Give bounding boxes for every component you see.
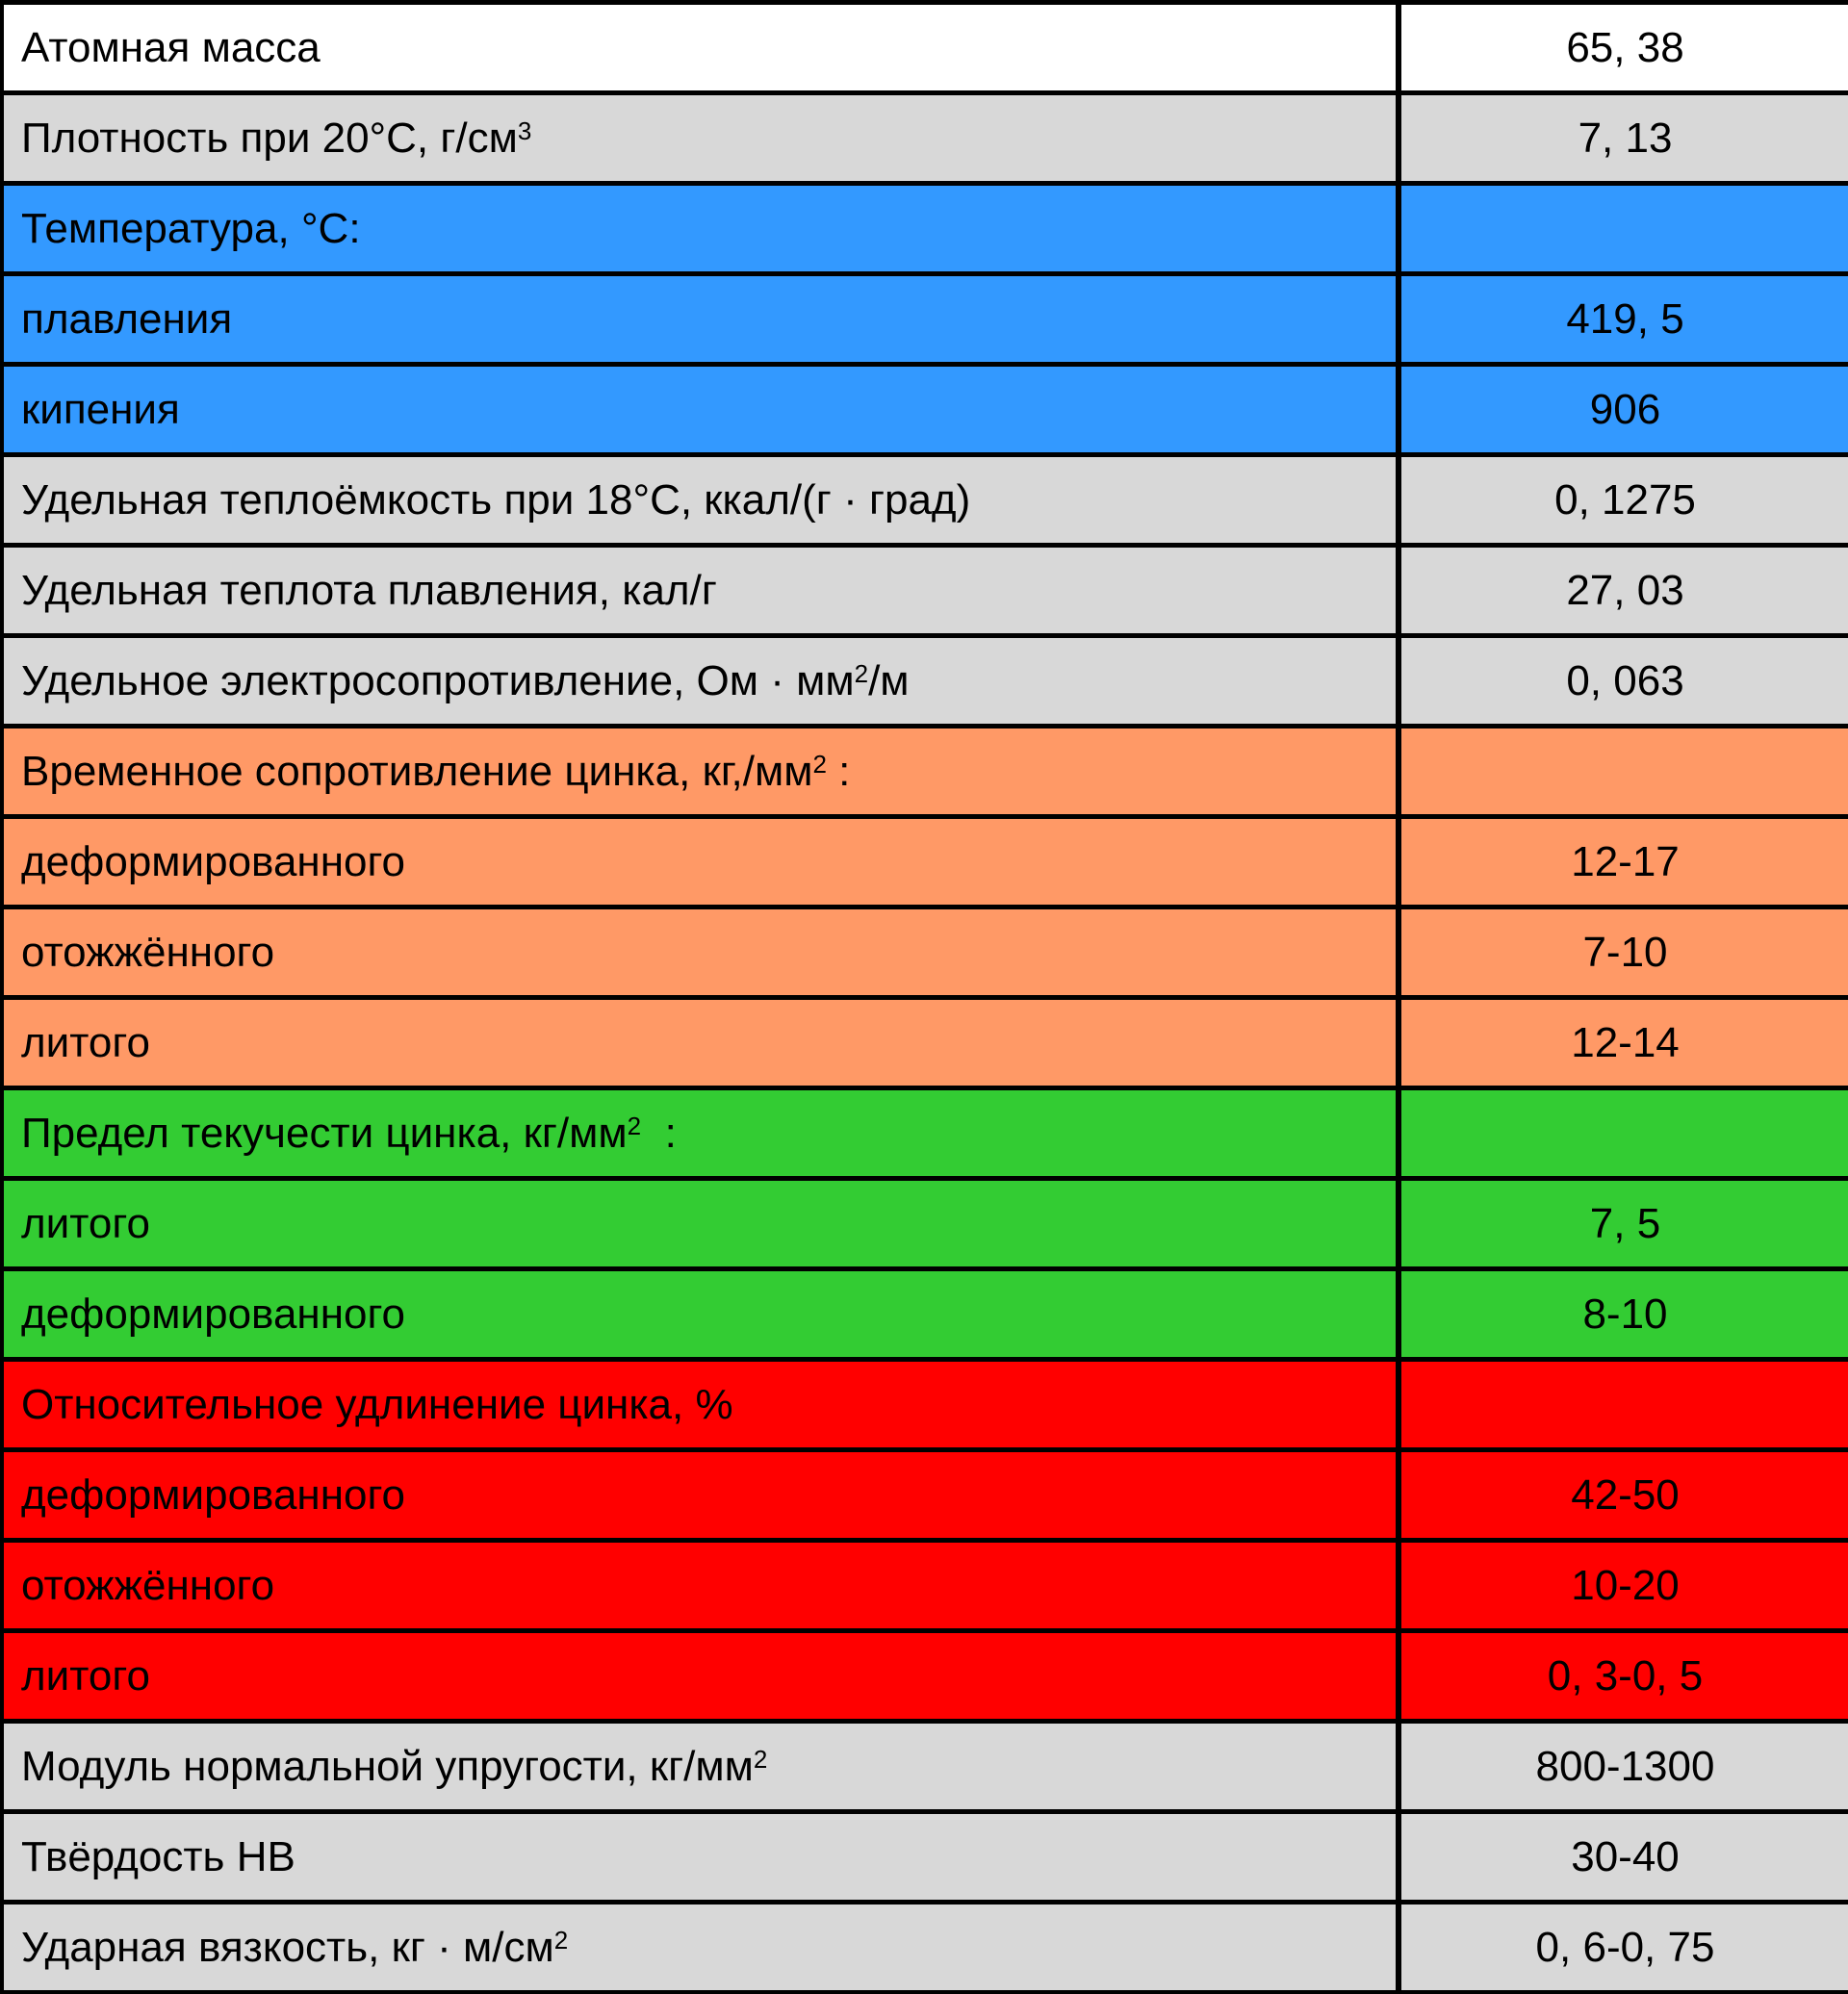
row-label-atomic-mass: Атомная масса [4, 5, 1396, 90]
row-label-elongation-cast: литого [4, 1633, 1396, 1719]
row-label-specific-heat: Удельная теплоёмкость при 18°С, ккал/(г … [4, 457, 1396, 543]
row-label-temperature-header: Температура, °С: [4, 186, 1396, 271]
row-value-yield-deformed: 8-10 [1401, 1271, 1848, 1357]
row-label-tensile-annealed: отожжённого [4, 909, 1396, 995]
row-label-resistivity: Удельное электросопротивление, Ом · мм 2/… [4, 638, 1396, 724]
row-value-impact-toughness: 0, 6-0, 75 [1401, 1905, 1848, 1990]
row-label-tensile-deformed: деформированного [4, 819, 1396, 905]
row-label-tensile-header: Временное сопротивление цинка, кг,/мм 2 : [4, 729, 1396, 814]
row-label-yield-cast: литого [4, 1181, 1396, 1266]
row-value-elongation-deformed: 42-50 [1401, 1452, 1848, 1538]
row-value-resistivity: 0, 063 [1401, 638, 1848, 724]
row-value-tensile-header [1401, 729, 1848, 814]
row-value-elongation-header [1401, 1362, 1848, 1447]
row-value-density: 7, 13 [1401, 95, 1848, 181]
row-label-density: Плотность при 20°С, г/см 3 [4, 95, 1396, 181]
row-label-elastic-modulus: Модуль нормальной упругости, кг/мм 2 [4, 1724, 1396, 1809]
row-label-impact-toughness: Ударная вязкость, кг · м/см 2 [4, 1905, 1396, 1990]
row-value-tensile-cast: 12-14 [1401, 1000, 1848, 1086]
row-value-tensile-deformed: 12-17 [1401, 819, 1848, 905]
row-value-temperature-header [1401, 186, 1848, 271]
row-label-yield-header: Предел текучести цинка, кг/мм 2 : [4, 1090, 1396, 1176]
row-value-atomic-mass: 65, 38 [1401, 5, 1848, 90]
row-label-hardness: Твёрдость НВ [4, 1814, 1396, 1900]
row-value-heat-of-fusion: 27, 03 [1401, 548, 1848, 633]
row-value-specific-heat: 0, 1275 [1401, 457, 1848, 543]
row-value-melting: 419, 5 [1401, 276, 1848, 362]
row-label-heat-of-fusion: Удельная теплота плавления, кал/г [4, 548, 1396, 633]
row-value-yield-header [1401, 1090, 1848, 1176]
row-value-yield-cast: 7, 5 [1401, 1181, 1848, 1266]
row-label-yield-deformed: деформированного [4, 1271, 1396, 1357]
row-value-elongation-annealed: 10-20 [1401, 1543, 1848, 1628]
row-label-elongation-header: Относительное удлинение цинка, % [4, 1362, 1396, 1447]
row-value-hardness: 30-40 [1401, 1814, 1848, 1900]
row-value-tensile-annealed: 7-10 [1401, 909, 1848, 995]
row-value-boiling: 906 [1401, 367, 1848, 452]
row-label-elongation-annealed: отожжённого [4, 1543, 1396, 1628]
row-label-tensile-cast: литого [4, 1000, 1396, 1086]
row-value-elastic-modulus: 800-1300 [1401, 1724, 1848, 1809]
row-label-melting: плавления [4, 276, 1396, 362]
row-value-elongation-cast: 0, 3-0, 5 [1401, 1633, 1848, 1719]
row-label-boiling: кипения [4, 367, 1396, 452]
row-label-elongation-deformed: деформированного [4, 1452, 1396, 1538]
